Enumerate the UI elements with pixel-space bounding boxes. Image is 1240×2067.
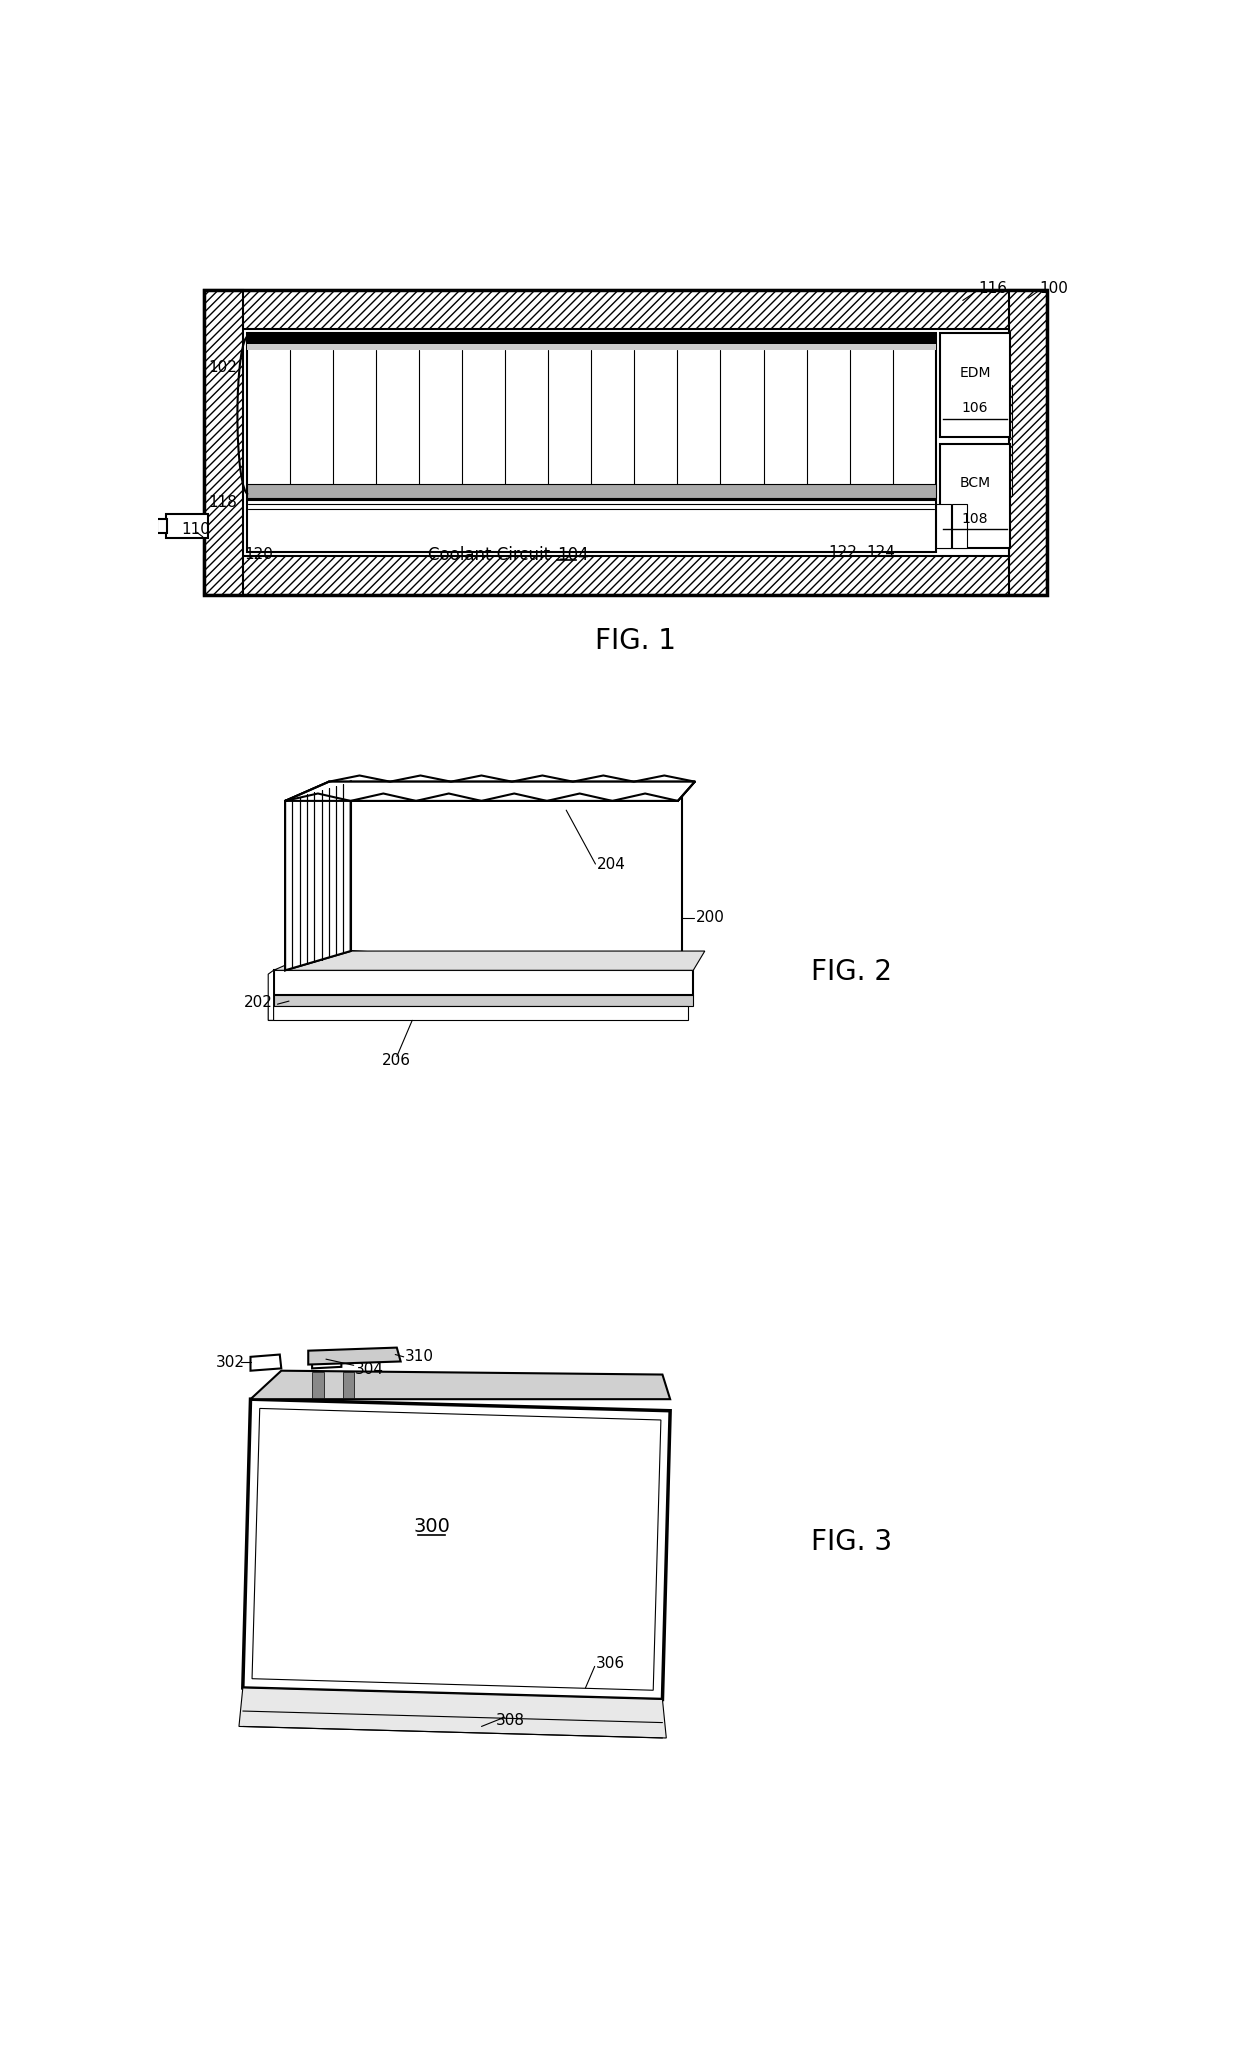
Polygon shape xyxy=(274,969,693,994)
Text: 204: 204 xyxy=(596,856,626,872)
Polygon shape xyxy=(312,1354,341,1368)
Polygon shape xyxy=(285,781,694,800)
Bar xyxy=(940,333,1011,438)
Text: 202: 202 xyxy=(244,994,273,1011)
Text: 310: 310 xyxy=(404,1350,434,1364)
Polygon shape xyxy=(250,1370,670,1399)
Text: 300: 300 xyxy=(413,1517,450,1536)
Text: 116: 116 xyxy=(978,281,1007,296)
Polygon shape xyxy=(285,781,694,800)
Polygon shape xyxy=(274,951,704,969)
Bar xyxy=(936,504,951,548)
Text: 108: 108 xyxy=(962,513,988,525)
Text: 102: 102 xyxy=(208,360,237,374)
Text: 124: 124 xyxy=(867,546,895,560)
Text: 120: 120 xyxy=(244,548,273,562)
Bar xyxy=(247,333,936,343)
Bar xyxy=(205,289,1048,595)
Bar xyxy=(247,500,936,552)
Polygon shape xyxy=(250,1354,281,1370)
Text: 110: 110 xyxy=(181,521,210,537)
Text: 106: 106 xyxy=(962,401,988,415)
Text: 302: 302 xyxy=(216,1354,244,1370)
Text: 104: 104 xyxy=(557,546,589,564)
Polygon shape xyxy=(274,994,693,1007)
Polygon shape xyxy=(268,1007,688,1021)
Text: 206: 206 xyxy=(382,1052,410,1069)
Text: 306: 306 xyxy=(595,1656,625,1670)
Bar xyxy=(166,515,208,537)
Text: 308: 308 xyxy=(495,1714,525,1728)
Bar xyxy=(247,333,936,498)
Bar xyxy=(952,504,967,548)
Polygon shape xyxy=(343,1372,355,1397)
Text: FIG. 3: FIG. 3 xyxy=(811,1528,892,1556)
Text: FIG. 1: FIG. 1 xyxy=(595,626,676,655)
Bar xyxy=(940,444,1011,548)
Text: FIG. 2: FIG. 2 xyxy=(811,957,892,986)
Text: 122: 122 xyxy=(828,546,857,560)
Polygon shape xyxy=(243,1399,670,1699)
Text: 304: 304 xyxy=(355,1362,383,1377)
Polygon shape xyxy=(285,781,351,969)
Bar xyxy=(247,343,936,349)
Polygon shape xyxy=(312,1372,324,1397)
Polygon shape xyxy=(285,781,351,969)
Polygon shape xyxy=(309,1348,401,1364)
Bar xyxy=(247,484,936,498)
Text: BCM: BCM xyxy=(960,475,991,490)
Text: 118: 118 xyxy=(208,494,237,511)
Bar xyxy=(205,556,1048,595)
Text: 100: 100 xyxy=(1040,281,1069,296)
Polygon shape xyxy=(268,969,274,1021)
Bar xyxy=(205,289,1048,329)
Polygon shape xyxy=(351,781,682,971)
Text: 200: 200 xyxy=(696,909,724,926)
Bar xyxy=(156,519,167,533)
Polygon shape xyxy=(239,1689,666,1738)
Text: Coolant Circuit: Coolant Circuit xyxy=(428,546,556,564)
Bar xyxy=(1009,289,1048,595)
Bar xyxy=(205,289,243,595)
Text: EDM: EDM xyxy=(960,366,991,380)
